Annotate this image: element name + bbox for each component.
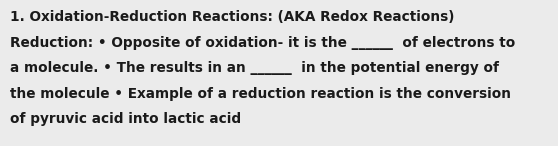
Text: Reduction: • Opposite of oxidation- it is the ______  of electrons to: Reduction: • Opposite of oxidation- it i… <box>10 36 515 50</box>
Text: of pyruvic acid into lactic acid: of pyruvic acid into lactic acid <box>10 112 241 126</box>
Text: a molecule. • The results in an ______  in the potential energy of: a molecule. • The results in an ______ i… <box>10 61 499 75</box>
Text: the molecule • Example of a reduction reaction is the conversion: the molecule • Example of a reduction re… <box>10 87 511 101</box>
Text: 1. Oxidation-Reduction Reactions: (AKA Redox Reactions): 1. Oxidation-Reduction Reactions: (AKA R… <box>10 10 454 24</box>
